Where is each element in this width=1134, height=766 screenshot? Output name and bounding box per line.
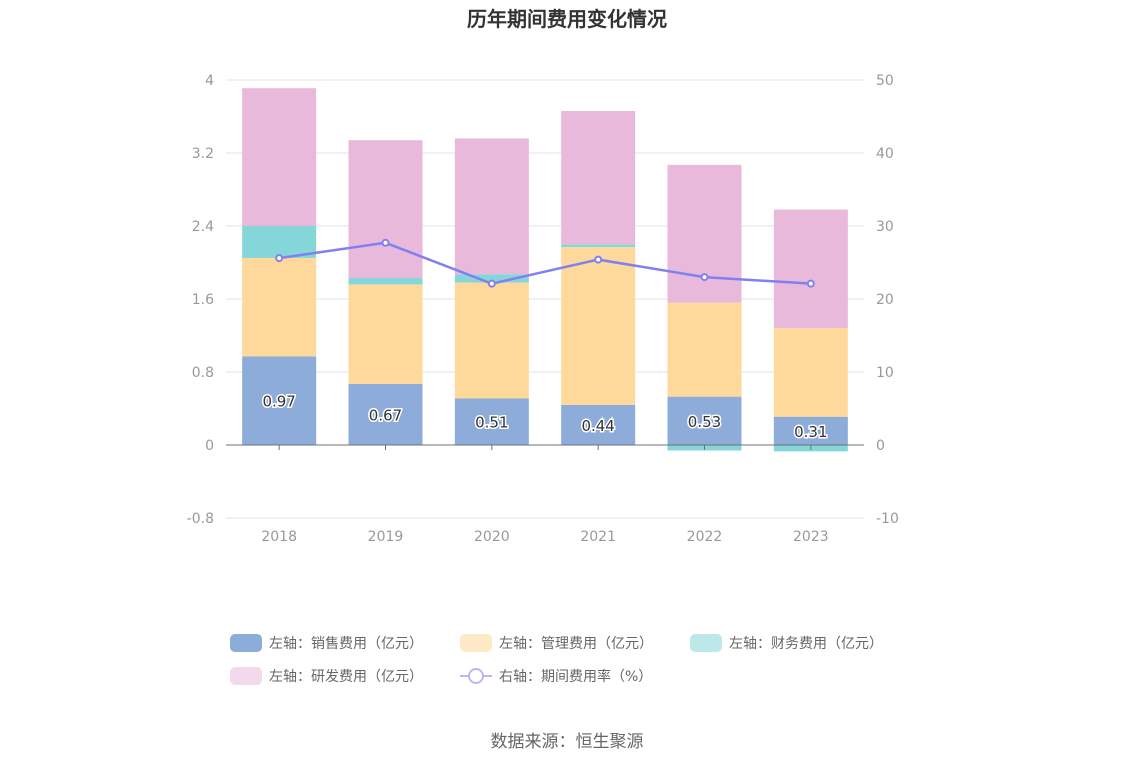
legend: 左轴：销售费用（亿元） 左轴：管理费用（亿元） 左轴：财务费用（亿元） 左轴：研发费用…	[230, 634, 883, 685]
right-tick-label: 50	[876, 73, 894, 89]
bar-segment	[242, 257, 317, 357]
x-tick-label: 2021	[580, 529, 616, 545]
bar-value-label: 0.31	[794, 423, 827, 441]
left-tick-label: -0.8	[187, 511, 214, 527]
bar-segment	[242, 88, 317, 227]
legend-line-marker	[468, 668, 484, 684]
rate-point	[700, 273, 709, 282]
right-tick-label: 10	[876, 365, 894, 381]
legend-item-label: 左轴：管理费用（亿元）	[499, 636, 653, 652]
bar-value-label: 0.97	[262, 393, 295, 411]
x-tick-label: 2022	[687, 529, 723, 545]
left-tick-label: 4	[205, 73, 214, 89]
bar-segment	[561, 404, 636, 445]
bar-segment	[773, 328, 848, 417]
x-tick-label: 2018	[261, 529, 297, 545]
x-axis	[226, 444, 864, 450]
legend-swatch	[230, 634, 262, 652]
bar-segment	[454, 398, 529, 445]
legend-item-label: 左轴：财务费用（亿元）	[729, 636, 883, 652]
bars	[242, 88, 848, 452]
x-tick-label: 2023	[793, 529, 829, 545]
right-tick-label: 40	[876, 146, 894, 162]
bar-segment	[242, 356, 317, 445]
legend-item-label: 右轴：期间费用率（%）	[499, 668, 652, 685]
bar-segment	[348, 140, 423, 279]
bar-value-label: 0.53	[688, 413, 721, 431]
legend-swatch	[460, 634, 492, 652]
bar-segment	[561, 246, 636, 405]
bar-segment	[667, 164, 742, 303]
bar-segment	[454, 138, 529, 275]
bar-segment	[773, 416, 848, 445]
bar-segment	[454, 274, 529, 283]
left-tick-label: 2.4	[192, 219, 214, 235]
left-tick-label: 1.6	[192, 292, 214, 308]
x-axis-labels: 2018 2019 2020 2021 2022 2023	[261, 529, 828, 545]
source-note: 数据来源：恒生聚源	[491, 732, 644, 752]
bar-segment	[454, 282, 529, 399]
right-tick-label: 30	[876, 219, 894, 235]
rate-point	[594, 255, 603, 264]
bar-segment	[561, 111, 636, 245]
bar-segment	[242, 226, 317, 258]
left-tick-label: 3.2	[192, 146, 214, 162]
left-tick-label: 0.8	[192, 365, 214, 381]
rate-point	[806, 279, 815, 288]
x-tick-label: 2020	[474, 529, 510, 545]
left-axis: 4 3.2 2.4 1.6 0.8 0 -0.8	[187, 73, 214, 527]
left-tick-label: 0	[205, 438, 214, 454]
rate-point	[381, 238, 390, 247]
right-axis: 50 40 30 20 10 0 -10	[876, 73, 899, 527]
bar-value-label: 0.44	[581, 417, 614, 435]
bar-segment	[667, 302, 742, 397]
bar-segment	[348, 278, 423, 285]
rate-line	[275, 238, 815, 288]
legend-item-label: 左轴：销售费用（亿元）	[269, 636, 423, 652]
right-tick-label: 0	[876, 438, 885, 454]
chart-title: 历年期间费用变化情况	[467, 7, 667, 31]
grid-lines	[226, 79, 864, 519]
bar-segment	[348, 383, 423, 445]
bar-segment	[561, 244, 636, 247]
bar-segment	[667, 396, 742, 445]
rate-line-path	[278, 241, 811, 285]
rate-point	[487, 279, 496, 288]
right-tick-label: 20	[876, 292, 894, 308]
bar-value-labels: 0.97 0.67 0.51 0.44 0.53 0.31	[261, 391, 829, 442]
rate-point	[275, 254, 284, 263]
legend-swatch	[690, 634, 722, 652]
bar-segment	[348, 284, 423, 384]
bar-segment	[773, 209, 848, 329]
bar-value-label: 0.51	[475, 414, 508, 432]
legend-item-label: 左轴：研发费用（亿元）	[269, 669, 423, 685]
bar-value-label: 0.67	[369, 406, 402, 424]
right-tick-label: -10	[876, 511, 899, 527]
x-tick-label: 2019	[368, 529, 404, 545]
legend-swatch	[230, 667, 262, 685]
